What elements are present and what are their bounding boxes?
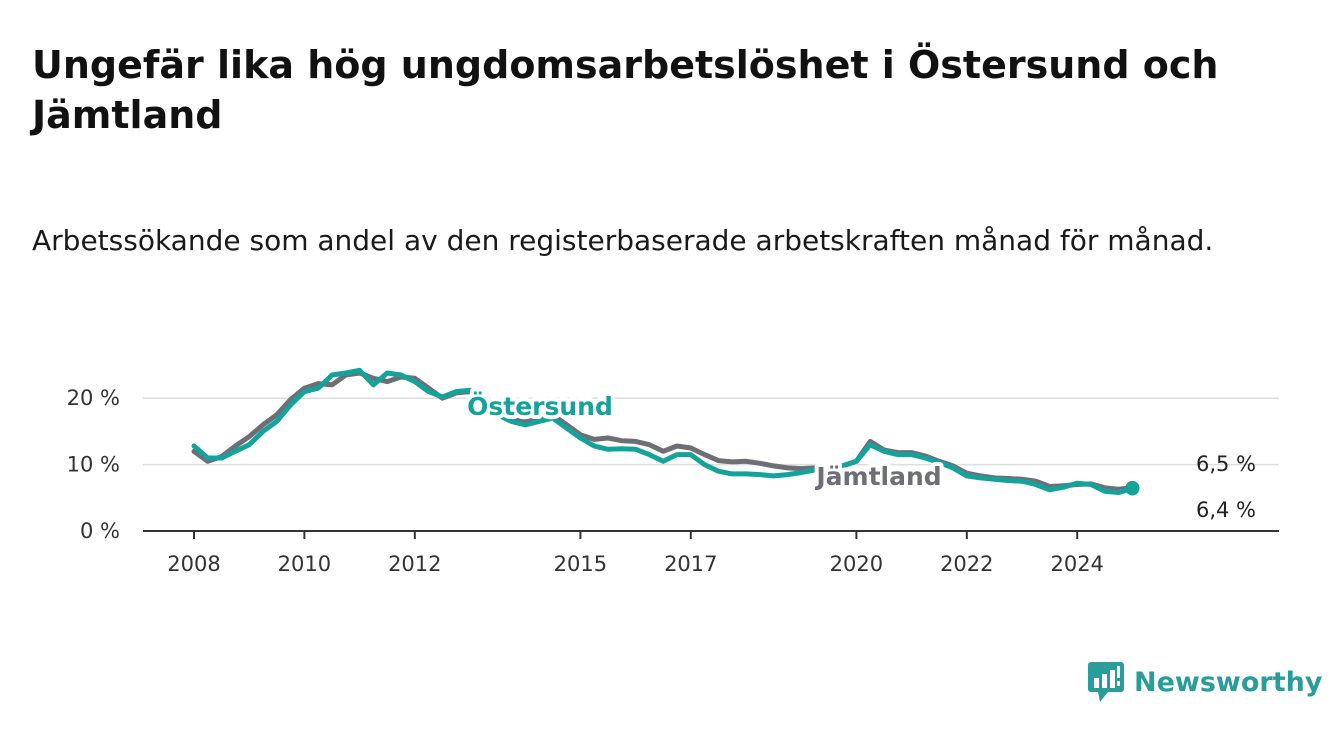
series-label-jamtland: Jämtland: [814, 462, 941, 491]
x-tick-label: 2022: [940, 552, 993, 576]
series-labels: Östersund Jämtland 6,5 % 6,4 %: [463, 387, 1256, 522]
x-tick-label: 2012: [388, 552, 441, 576]
series-label-ostersund: Östersund: [467, 391, 613, 421]
gridlines: [143, 397, 1279, 466]
x-tick-label: 2020: [830, 552, 883, 576]
line-chart: Östersund Jämtland 6,5 % 6,4 % 0 % 10 % 20 % 2…: [67, 367, 1279, 576]
series-line-jamtland: [191, 370, 1135, 492]
series-line-ostersund: [191, 367, 1135, 495]
end-value-label-top: 6,5 %: [1196, 452, 1256, 476]
x-tick-label: 2024: [1050, 552, 1103, 576]
newsworthy-logo-icon: [1088, 662, 1124, 702]
chart-subtitle: Arbetssökande som andel av den registerb…: [32, 224, 1214, 257]
y-tick-label: 20 %: [67, 386, 120, 410]
x-tick-label: 2017: [664, 552, 717, 576]
x-tick-label: 2010: [278, 552, 331, 576]
end-value-label-bottom: 6,4 %: [1196, 498, 1256, 522]
chart-title: Ungefär lika hög ungdomsarbetslöshet i Ö…: [32, 43, 1219, 137]
series-endpoint: [1125, 481, 1140, 496]
series-lines: [191, 367, 1140, 496]
x-tick-label: 2008: [167, 552, 220, 576]
brand-name: Newsworthy: [1134, 666, 1323, 698]
axes: 0 % 10 % 20 % 2008 2010 2012 2015 2017 2020 2022 2…: [67, 386, 1279, 576]
x-tick-label: 2015: [554, 552, 607, 576]
y-tick-label: 0 %: [80, 519, 120, 543]
brand-logo: Newsworthy: [1088, 660, 1322, 704]
y-tick-label: 10 %: [67, 453, 120, 477]
